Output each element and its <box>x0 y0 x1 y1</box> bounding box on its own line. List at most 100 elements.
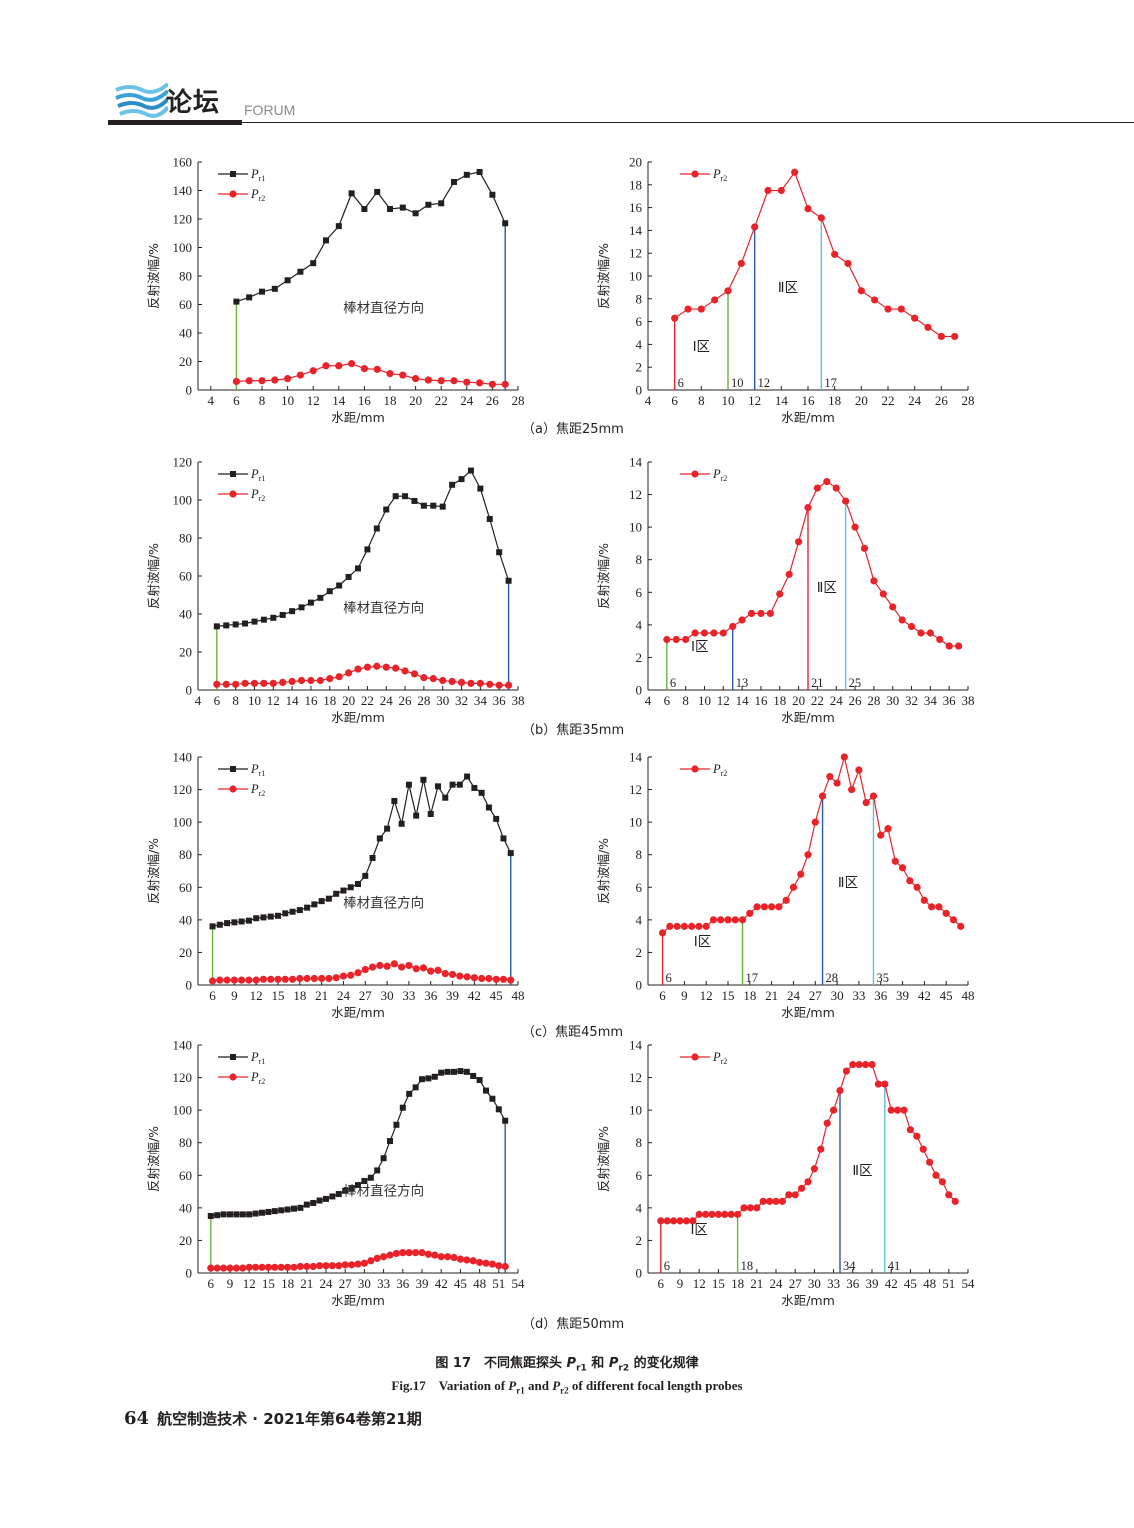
data-point-pr2 <box>418 1249 426 1257</box>
sub-r2: r2 <box>560 1385 569 1396</box>
data-point-pr2 <box>322 362 330 370</box>
x-tick-label: 26 <box>399 693 413 708</box>
data-point-pr2 <box>444 1253 452 1261</box>
y-tick-label: 4 <box>636 1200 643 1215</box>
marker-label: 34 <box>843 1259 856 1273</box>
data-point-pr2 <box>360 1259 368 1267</box>
y-tick-label: 80 <box>179 269 192 284</box>
data-point-pr2 <box>222 680 230 688</box>
data-point-pr1 <box>267 913 274 920</box>
data-point-pr2 <box>279 678 287 686</box>
chart-d-right: 0 2 4 6 8 10 12 14 6 9 12 15 18 21 24 27 30 33 36 39 42 45 48 5… <box>590 1033 980 1323</box>
y-tick-label: 120 <box>173 455 193 470</box>
y-tick-label: 0 <box>186 683 193 698</box>
data-point-pr1 <box>361 206 368 213</box>
y-axis-label: 反射波幅/% <box>146 838 161 904</box>
data-point-pr1 <box>384 825 391 832</box>
x-tick-label: 28 <box>962 393 975 408</box>
data-point-pr1 <box>402 493 409 500</box>
data-point-pr1 <box>233 298 240 305</box>
series-line-pr1 <box>236 171 506 303</box>
y-tick-label: 12 <box>629 246 642 261</box>
data-point-pr1 <box>392 493 399 500</box>
x-tick-label: 33 <box>852 988 865 1003</box>
data-point-pr1 <box>485 804 492 811</box>
data-point-pr2 <box>208 977 217 985</box>
x-tick-label: 42 <box>885 1276 898 1291</box>
x-tick-label: 14 <box>286 693 300 708</box>
data-point-pr2 <box>804 1178 812 1186</box>
zone-label-1: Ⅰ区 <box>690 1222 707 1238</box>
data-point-pr2 <box>386 370 394 378</box>
x-tick-label: 6 <box>214 693 221 708</box>
data-point-pr1 <box>345 573 352 580</box>
data-point-pr2 <box>932 1171 940 1179</box>
data-point-pr1 <box>489 1095 496 1102</box>
data-point-pr2 <box>789 883 798 891</box>
data-point-pr1 <box>275 912 281 919</box>
y-tick-label: 0 <box>186 1266 193 1281</box>
x-tick-label: 32 <box>455 693 468 708</box>
data-point-pr2 <box>284 1263 292 1271</box>
data-point-pr1 <box>486 516 493 522</box>
data-point-pr2 <box>702 922 710 930</box>
data-point-pr2 <box>951 332 959 341</box>
x-tick-label: 54 <box>962 1276 976 1291</box>
data-point-pr2 <box>252 976 260 984</box>
data-point-pr2 <box>478 974 486 983</box>
data-point-pr2 <box>951 1197 959 1205</box>
x-tick-label: 30 <box>358 1276 371 1291</box>
y-tick-label: 120 <box>173 782 193 797</box>
y-tick-label: 40 <box>179 1200 192 1215</box>
data-point-pr2 <box>663 635 671 644</box>
zone-label-2: Ⅱ区 <box>838 875 858 891</box>
data-point-pr2 <box>775 903 783 911</box>
data-point-pr2 <box>220 1264 228 1272</box>
data-point-pr2 <box>663 1217 671 1225</box>
data-point-pr2 <box>949 916 958 924</box>
data-point-pr2 <box>216 976 224 984</box>
data-point-pr2 <box>245 1263 253 1271</box>
page-header: 论坛 FORUM <box>108 78 1134 128</box>
data-point-pr2 <box>230 976 238 984</box>
data-point-pr2 <box>740 1204 748 1212</box>
y-tick-label: 12 <box>629 1070 642 1085</box>
data-point-pr1 <box>431 1073 438 1080</box>
data-point-pr2 <box>412 1249 420 1257</box>
x-tick-label: 26 <box>849 693 863 708</box>
data-point-pr1 <box>355 1182 361 1189</box>
data-point-pr2 <box>898 616 906 624</box>
subcaption-a: （a）焦距25mm <box>522 422 624 437</box>
data-point-pr2 <box>325 974 333 983</box>
data-point-pr2 <box>470 974 478 982</box>
chart-b-left: 0 20 40 60 80 100 120 4 6 8 10 12 14 16 18 20 22 24 26 28 30… <box>140 450 530 740</box>
data-point-pr1 <box>316 1197 323 1204</box>
y-tick-label: 4 <box>636 912 643 927</box>
data-point-pr2 <box>862 1060 870 1069</box>
data-point-pr2 <box>232 1264 240 1272</box>
data-point-pr2 <box>401 667 409 675</box>
data-point-pr2 <box>849 1060 857 1069</box>
data-point-pr2 <box>777 186 785 195</box>
x-tick-label: 12 <box>700 988 713 1003</box>
data-point-pr2 <box>448 677 456 686</box>
data-point-pr1 <box>374 1167 381 1174</box>
data-point-pr1 <box>471 784 478 791</box>
x-tick-label: 36 <box>493 693 507 708</box>
marker-label: 13 <box>736 676 749 690</box>
y-tick-label: 14 <box>629 455 643 470</box>
data-point-pr2 <box>259 975 268 983</box>
data-point-pr2 <box>717 916 725 924</box>
data-point-pr2 <box>274 975 282 983</box>
x-tick-label: 45 <box>490 988 503 1003</box>
data-point-pr1 <box>336 582 343 589</box>
data-point-pr1 <box>297 1204 304 1211</box>
marker-label: 35 <box>876 971 889 985</box>
x-tick-label: 21 <box>765 988 778 1003</box>
y-tick-label: 6 <box>636 880 643 895</box>
data-point-pr2 <box>310 974 318 983</box>
x-tick-label: 42 <box>468 988 481 1003</box>
data-point-pr2 <box>450 1253 458 1262</box>
data-point-pr2 <box>437 377 445 385</box>
data-point-pr2 <box>842 497 850 505</box>
